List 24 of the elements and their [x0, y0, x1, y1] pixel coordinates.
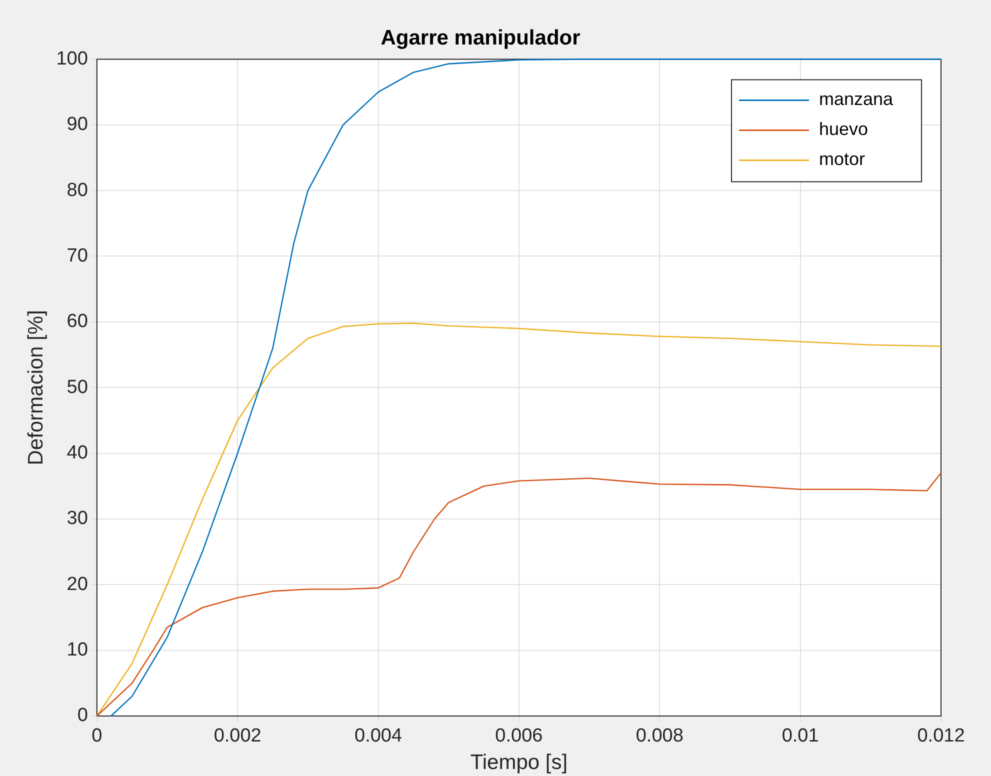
y-tick-label: 90: [66, 114, 88, 136]
y-tick-label: 10: [66, 640, 88, 661]
y-tick-label: 100: [56, 48, 88, 70]
y-tick-label: 80: [66, 180, 88, 201]
chart-title: Agarre manipulador: [380, 26, 580, 50]
y-axis-title: Deformacion [%]: [24, 310, 48, 466]
y-tick-label: 50: [66, 376, 88, 398]
y-tick-label: 70: [66, 245, 88, 266]
y-tick-label: 30: [66, 508, 88, 530]
x-tick-label: 0: [92, 726, 102, 747]
x-tick-label: 0.01: [782, 726, 819, 747]
x-tick-label: 0.006: [495, 726, 543, 747]
legend-label: motor: [819, 149, 866, 170]
x-tick-label: 0.004: [354, 726, 402, 747]
x-axis-title: Tiempo [s]: [470, 751, 568, 774]
x-tick-label: 0.002: [214, 726, 262, 747]
y-tick-label: 40: [66, 442, 88, 464]
y-tick-label: 60: [66, 311, 88, 332]
y-tick-label: 20: [66, 574, 88, 595]
x-tick-label: 0.008: [636, 726, 684, 747]
legend-label: huevo: [819, 119, 868, 140]
x-tick-label: 0.012: [917, 726, 965, 747]
legend-label: manzana: [819, 89, 894, 110]
y-tick-label: 0: [77, 705, 88, 726]
